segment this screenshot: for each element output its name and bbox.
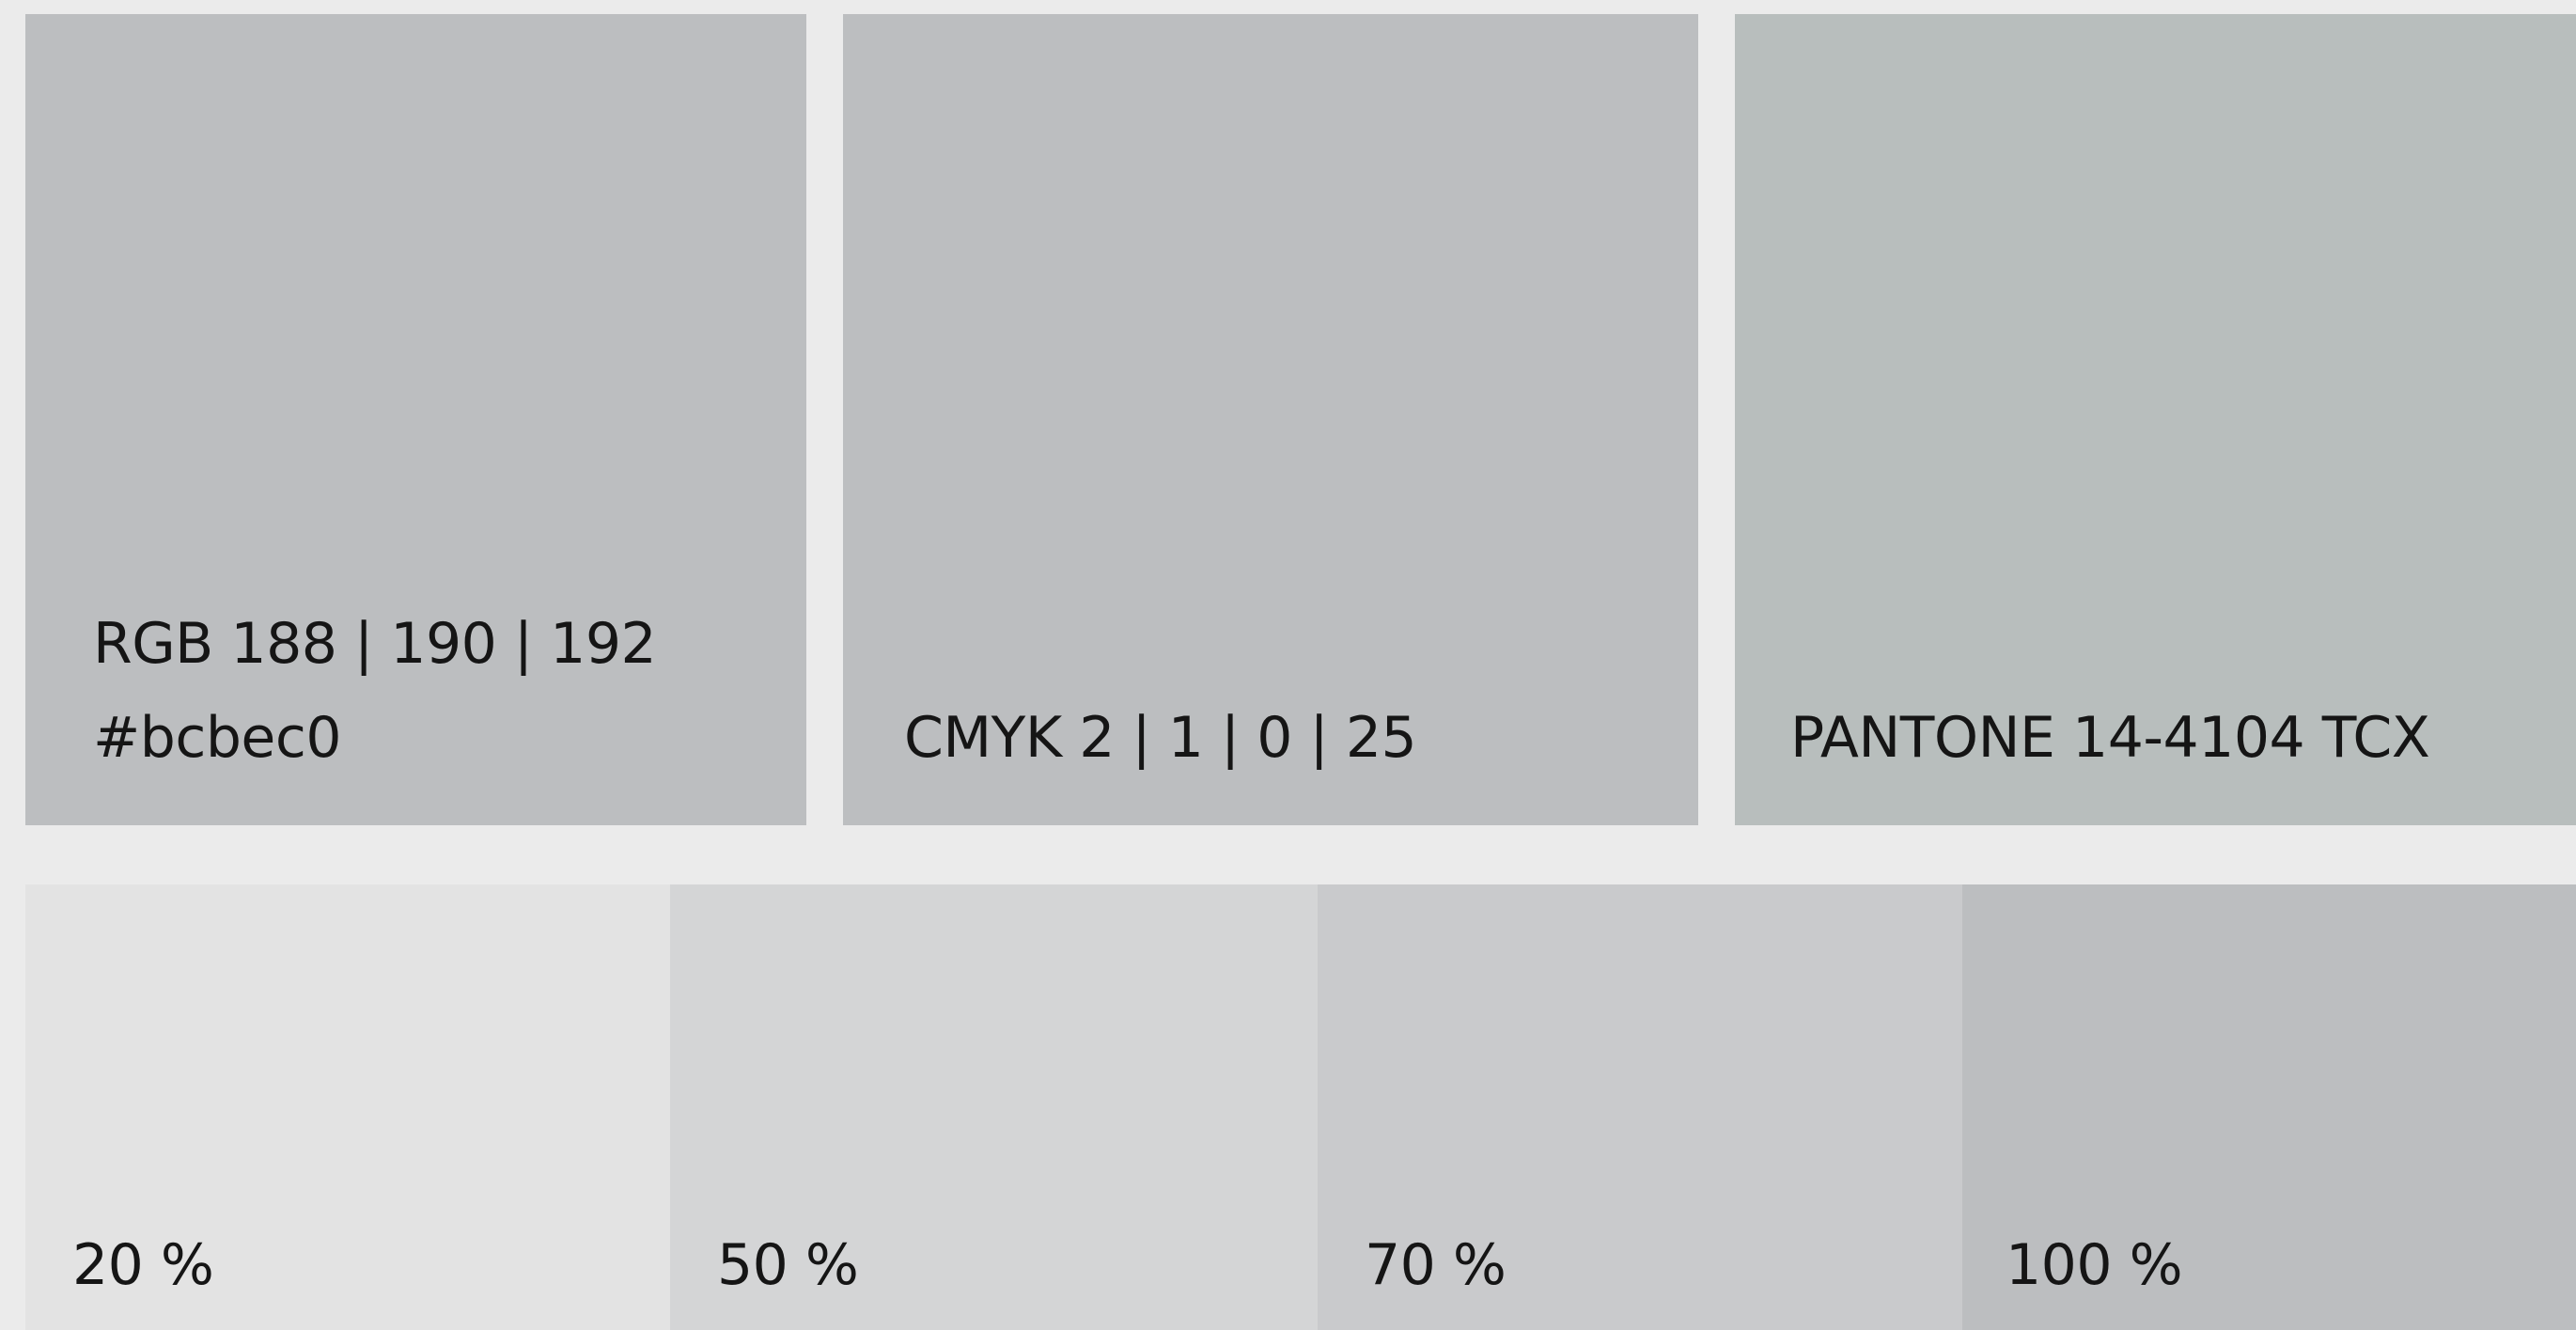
- pantone-swatch: PANTONE 14-4104 TCX: [1735, 14, 2576, 825]
- tint-100-swatch: 100 %: [1962, 884, 2576, 1330]
- tint-50-label: 50 %: [717, 1232, 859, 1298]
- rgb-swatch: RGB 188 | 190 | 192 #bcbec0: [25, 14, 806, 825]
- rgb-value: RGB 188 | 190 | 192: [93, 611, 657, 677]
- pantone-value: PANTONE 14-4104 TCX: [1790, 705, 2430, 771]
- tint-20-label: 20 %: [72, 1232, 214, 1298]
- tint-100-label: 100 %: [2006, 1232, 2183, 1298]
- cmyk-value: CMYK 2 | 1 | 0 | 25: [904, 705, 1417, 771]
- cmyk-swatch: CMYK 2 | 1 | 0 | 25: [843, 14, 1698, 825]
- tint-20-swatch: 20 %: [25, 884, 670, 1330]
- tint-70-label: 70 %: [1365, 1232, 1507, 1298]
- hex-value: #bcbec0: [93, 705, 342, 771]
- tint-50-swatch: 50 %: [670, 884, 1318, 1330]
- tint-70-swatch: 70 %: [1318, 884, 1962, 1330]
